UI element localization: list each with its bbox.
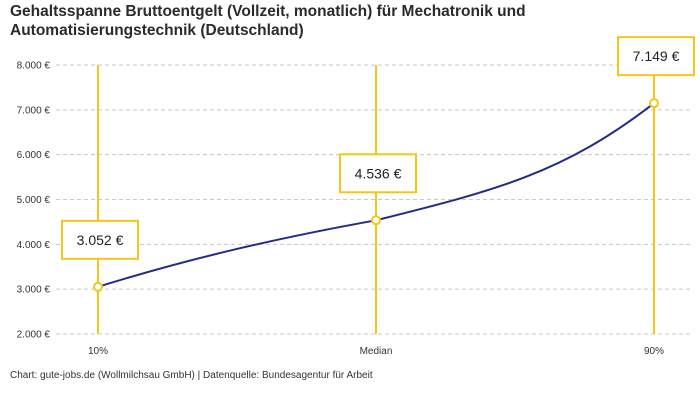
data-point (371, 215, 381, 226)
data-label: 7.149 € (633, 48, 680, 64)
data-label: 3.052 € (77, 232, 124, 248)
data-label-box (339, 153, 417, 194)
y-tick-label: 8.000 € (17, 61, 51, 72)
data-point (93, 281, 103, 292)
y-tick-label: 3.000 € (17, 285, 51, 296)
x-tick-label: 10% (88, 346, 108, 357)
chart-title: Gehaltsspanne Bruttoentgelt (Vollzeit, m… (10, 2, 690, 40)
chart-title-line-1: Gehaltsspanne Bruttoentgelt (Vollzeit, m… (10, 3, 526, 20)
data-label-box (61, 219, 139, 260)
y-tick-label: 7.000 € (17, 105, 51, 116)
y-tick-label: 5.000 € (17, 195, 51, 206)
chart-title-line-2: Automatisierungstechnik (Deutschland) (10, 22, 304, 39)
chart-source: Chart: gute-jobs.de (Wollmilchsau GmbH) … (10, 370, 373, 381)
y-tick-label: 4.000 € (17, 240, 51, 251)
y-tick-label: 6.000 € (17, 150, 51, 161)
x-tick-label: 90% (644, 346, 664, 357)
y-tick-label: 2.000 € (17, 330, 51, 341)
data-label: 4.536 € (355, 165, 402, 181)
data-label-box (617, 36, 695, 77)
x-tick-label: Median (360, 346, 393, 357)
data-point (649, 98, 659, 109)
